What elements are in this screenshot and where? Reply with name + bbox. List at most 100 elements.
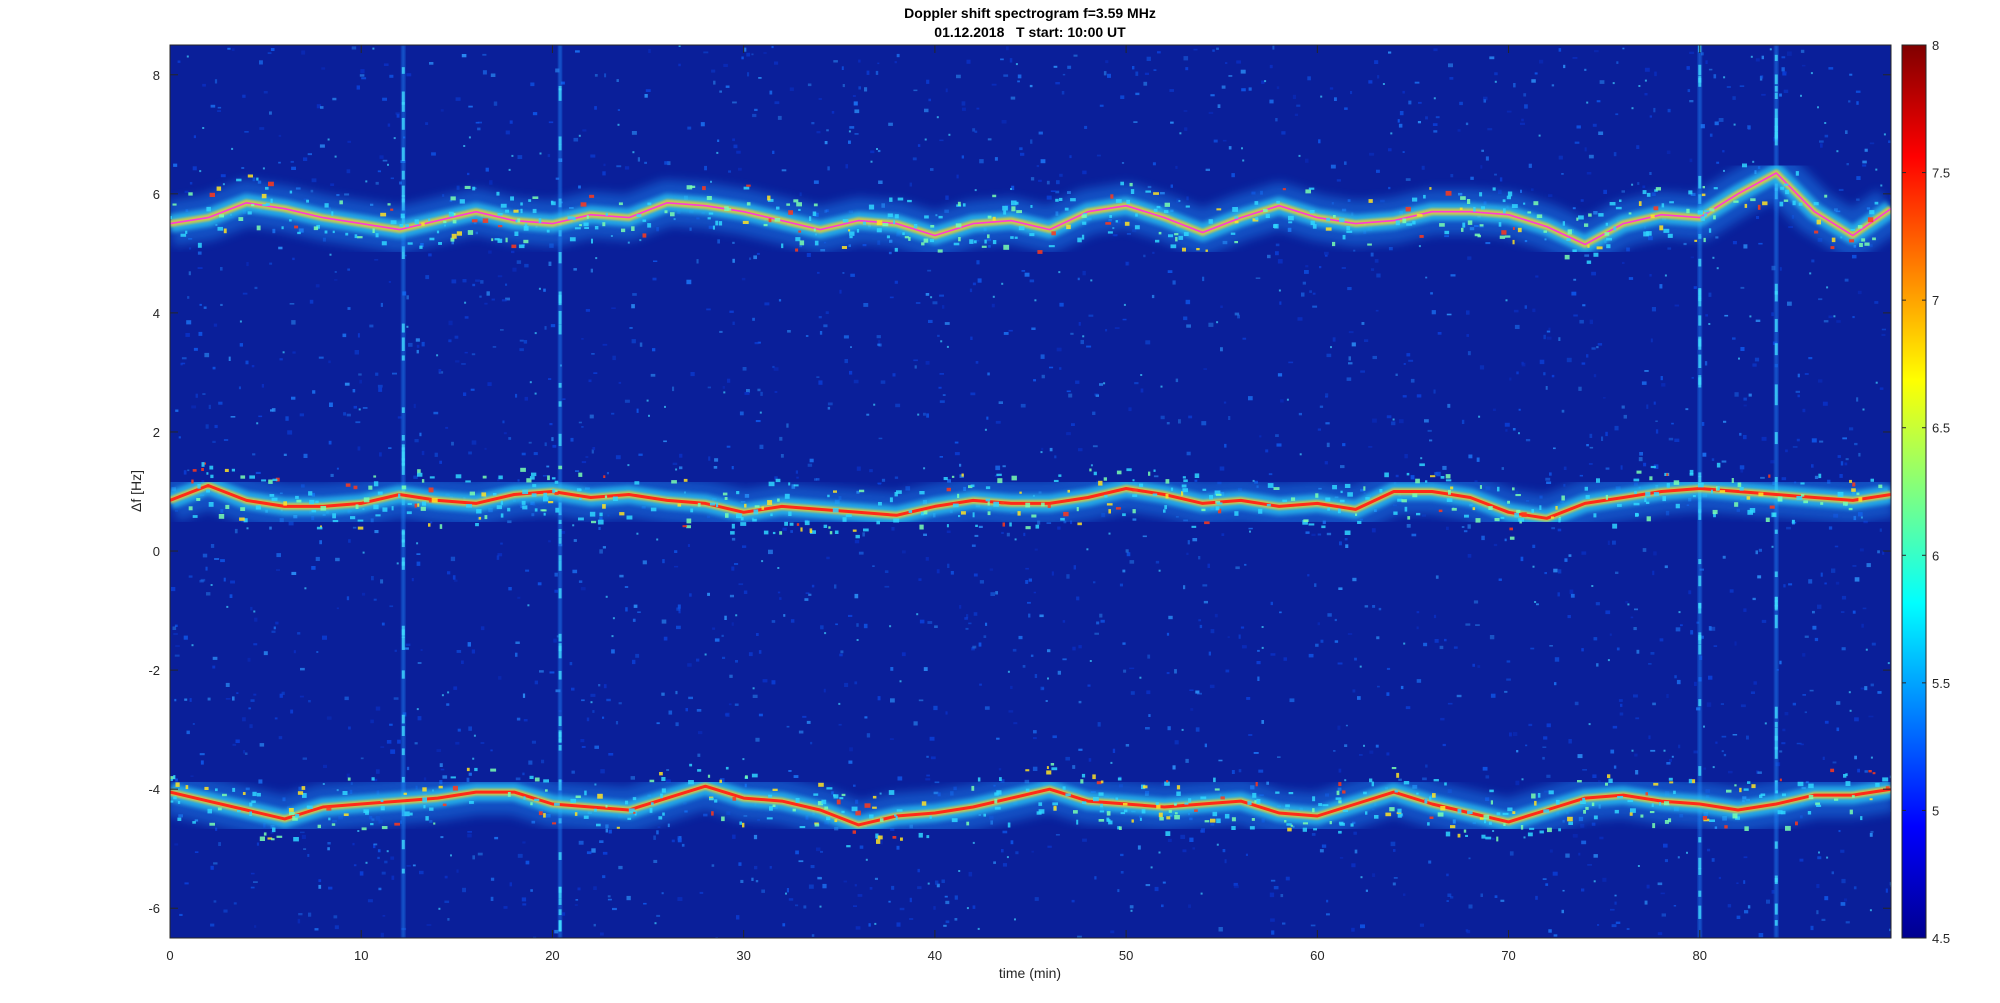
noise-speck [1326,899,1329,903]
noise-speck-bright [1631,749,1634,752]
trace-speck [380,805,385,811]
noise-speck [522,903,527,906]
trace-speck [1628,212,1632,215]
noise-speck [970,336,973,340]
noise-speck [1516,750,1519,753]
trace-speck [1845,773,1848,777]
trace-speck [1875,782,1880,787]
trace-speck [293,837,299,842]
noise-speck-bright [1593,880,1596,883]
trace-speck [1395,220,1400,226]
trace-speck [1518,517,1525,522]
noise-speck [888,122,893,126]
trace-speck [993,501,999,507]
noise-speck [1351,342,1356,347]
noise-speck [1147,185,1152,189]
noise-speck [1062,620,1066,623]
noise-speck [738,167,742,171]
trace-speck [1255,782,1258,787]
noise-speck [1708,626,1712,631]
trace-speck [1446,498,1453,502]
trace-speck [269,494,275,497]
noise-speck [1465,623,1471,626]
trace-speck [923,238,929,243]
trace-speck [671,480,677,484]
noise-speck [1030,139,1033,144]
trace-speck [579,488,582,491]
noise-speck [1792,702,1796,706]
noise-speck [827,406,831,410]
noise-speck [1424,419,1429,423]
noise-speck [888,900,891,903]
trace-speck [450,237,455,242]
noise-speck [1605,610,1611,615]
noise-speck [1588,154,1594,159]
noise-speck [624,166,630,170]
noise-speck [1010,840,1014,845]
noise-speck [1275,118,1278,122]
trace-speck [1220,796,1225,800]
noise-speck [537,582,542,586]
trace-speck [664,210,668,214]
trace-speck [716,502,719,508]
noise-speck [1069,155,1072,159]
noise-speck [588,379,592,383]
noise-speck [1477,665,1481,668]
noise-speck [1224,859,1227,864]
noise-speck [1871,642,1876,646]
noise-speck [399,181,402,185]
noise-speck [333,915,338,919]
noise-speck [1186,451,1191,456]
trace-speck [1612,523,1618,529]
noise-speck [416,561,421,566]
noise-speck [590,268,593,273]
noise-speck [1611,924,1617,928]
noise-speck [1193,48,1198,51]
noise-speck [1699,635,1704,639]
trace-speck [498,225,503,228]
noise-speck-bright [1883,133,1886,136]
trace-speck [1055,198,1059,202]
noise-speck [1816,910,1819,915]
noise-speck [1182,849,1187,853]
trace-speck [1463,829,1467,833]
trace-speck [289,190,293,194]
x-tick-label: 20 [545,948,559,963]
noise-speck [604,73,607,78]
trace-speck [603,475,606,478]
trace-speck [173,775,176,780]
noise-speck [877,62,880,65]
noise-speck-bright [605,595,608,598]
noise-speck [1729,589,1734,593]
noise-speck [1546,723,1551,728]
trace-speck [876,220,883,226]
trace-speck [817,801,823,806]
noise-speck [820,625,824,630]
noise-speck [491,298,495,301]
trace-speck [309,499,315,505]
noise-speck [1563,466,1567,470]
noise-speck-bright [1299,453,1302,456]
trace-speck [1783,183,1789,186]
trace-speck [476,509,482,514]
noise-speck [756,633,759,636]
trace-speck [295,495,299,499]
trace-speck [937,249,943,253]
noise-speck [732,138,735,142]
noise-speck [1208,651,1211,656]
trace-speck [1325,497,1331,502]
noise-speck [1447,893,1452,897]
trace-speck [634,481,640,485]
trace-speck [417,503,420,507]
noise-speck [894,476,899,479]
vertical-streak-dot [1774,706,1778,719]
noise-speck [1661,383,1666,387]
noise-speck [854,109,860,114]
noise-speck [1823,320,1829,323]
trace-speck [994,792,999,796]
trace-speck [1649,476,1653,481]
noise-speck [380,932,384,938]
noise-speck [270,48,275,51]
trace-speck [404,811,410,817]
trace-speck [1371,781,1374,787]
